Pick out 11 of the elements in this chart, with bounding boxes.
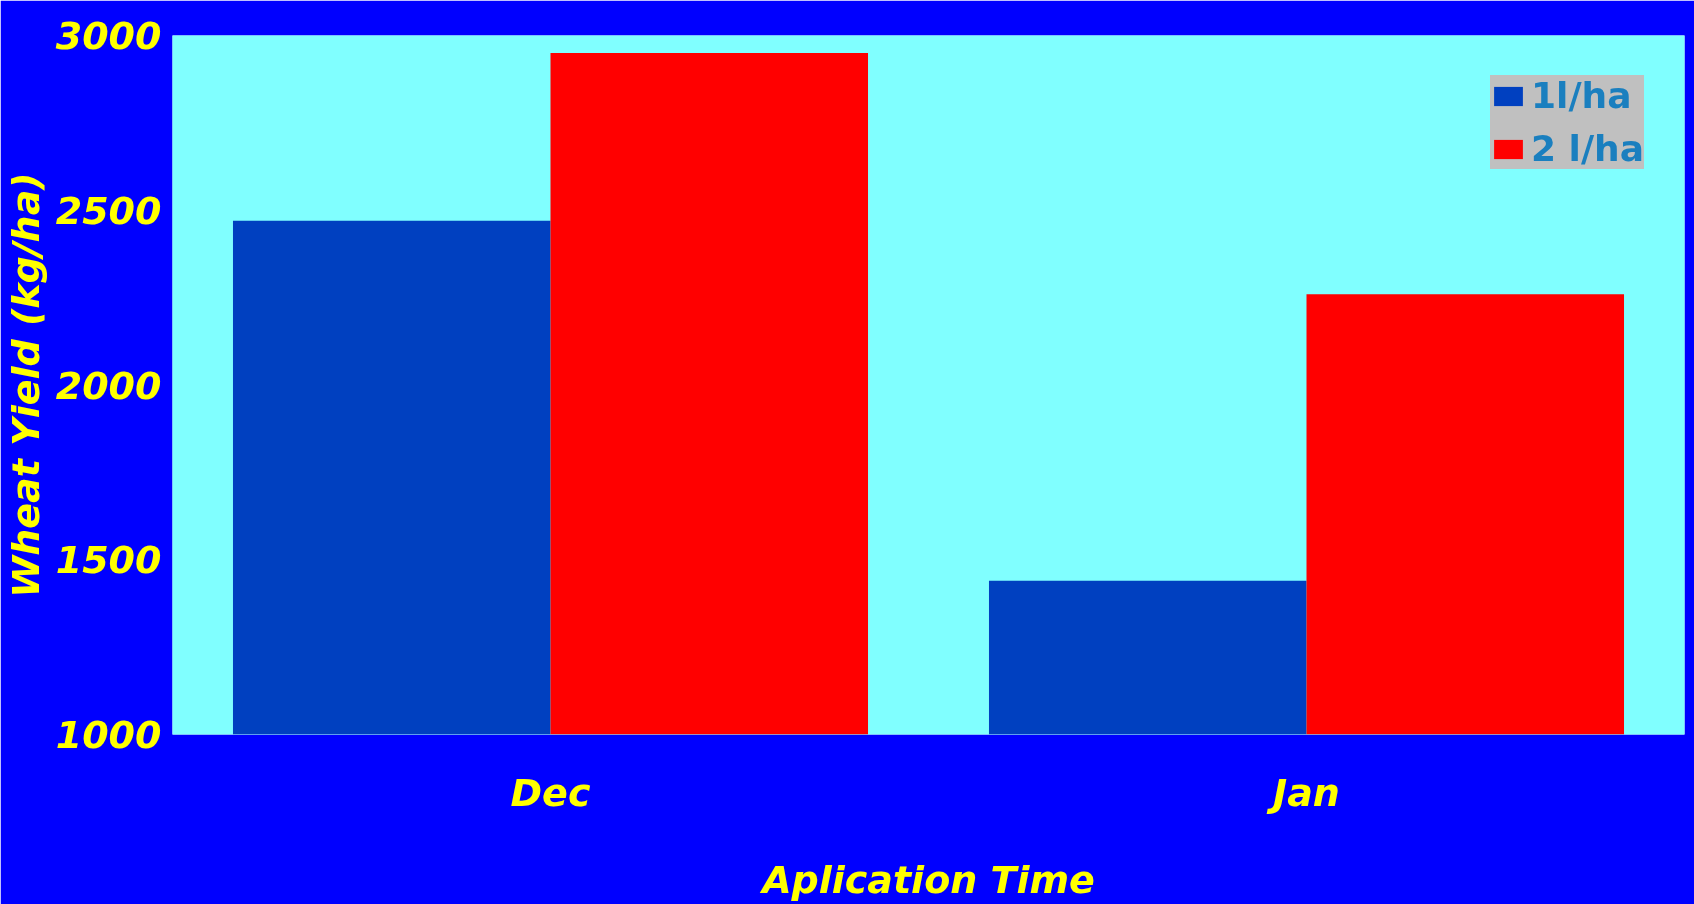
x-tick-label: Jan	[1266, 770, 1340, 815]
y-tick-label: 1500	[55, 538, 162, 583]
x-tick-label: Dec	[510, 770, 591, 815]
legend-label: 1l/ha	[1531, 75, 1632, 116]
y-tick-label: 3000	[55, 14, 162, 58]
legend-label: 2 l/ha	[1531, 128, 1644, 169]
x-axis-title: Aplication Time	[759, 857, 1095, 902]
y-axis-title: Wheat Yield (kg/ha)	[3, 172, 48, 598]
y-tick-label: 2500	[55, 188, 162, 233]
y-tick-label: 1000	[55, 713, 162, 757]
y-tick-label: 2000	[55, 363, 162, 408]
